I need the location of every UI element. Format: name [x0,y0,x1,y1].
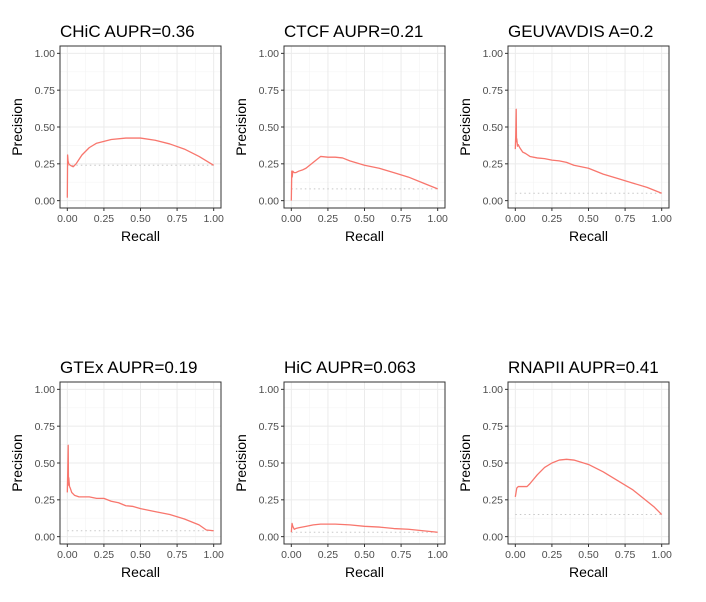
y-tick-label: 0.25 [259,495,280,507]
x-axis-label: Recall [345,228,384,244]
x-tick-label: 0.25 [318,549,339,561]
x-tick-label: 0.25 [318,213,339,225]
chart-title: CTCF AUPR=0.21 [284,22,423,41]
y-axis-label: Precision [457,98,473,156]
x-tick-label: 1.00 [203,213,224,225]
y-tick-label: 0.75 [35,85,56,97]
x-axis-label: Recall [121,564,160,580]
pr-curve-line [514,458,663,516]
x-tick-label: 0.25 [542,213,563,225]
x-tick-label: 0.00 [505,213,526,225]
x-tick-label: 1.00 [427,549,448,561]
y-tick-label: 0.50 [35,458,56,470]
y-tick-label: 0.25 [483,159,504,171]
y-tick-label: 1.00 [259,384,280,396]
x-tick-label: 0.00 [505,549,526,561]
y-axis-label: Precision [233,434,249,492]
pr-curve-line [66,137,215,198]
y-axis-label: Precision [9,98,25,156]
chart-panel-3: GEUVAVDIS A=0.2 0.00 0.25 0.50 0.75 1.00 0.00 0… [457,22,672,244]
y-tick-label: 0.75 [483,85,504,97]
x-tick-label: 0.75 [615,549,636,561]
x-tick-label: 1.00 [427,213,448,225]
chart-title: HiC AUPR=0.063 [284,358,416,377]
x-tick-label: 0.25 [94,549,115,561]
y-tick-label: 0.50 [483,122,504,134]
chart-panel-5: HiC AUPR=0.063 0.00 0.25 0.50 0.75 1.00 0.00 0.… [233,358,448,580]
x-tick-label: 0.00 [281,213,302,225]
y-tick-label: 0.00 [483,195,504,207]
x-tick-label: 1.00 [651,213,672,225]
x-tick-label: 0.50 [578,213,599,225]
x-tick-label: 0.50 [578,549,599,561]
x-tick-label: 0.50 [354,213,375,225]
y-axis-label: Precision [9,434,25,492]
x-tick-label: 0.75 [167,213,188,225]
chart-panel-1: CHiC AUPR=0.36 0.00 0.25 0.50 0.75 1.00 0.00 0.… [9,22,224,244]
y-tick-label: 0.75 [259,85,280,97]
x-tick-label: 0.25 [542,549,563,561]
y-axis-label: Precision [457,434,473,492]
x-tick-label: 0.75 [615,213,636,225]
x-axis-label: Recall [121,228,160,244]
chart-panel-4: GTEx AUPR=0.19 0.00 0.25 0.50 0.75 1.00 0.00 0.… [9,358,224,580]
y-tick-label: 1.00 [483,384,504,396]
x-tick-label: 0.75 [391,213,412,225]
chart-title: RNAPII AUPR=0.41 [508,358,659,377]
y-tick-label: 1.00 [35,48,56,60]
y-tick-label: 0.25 [259,159,280,171]
x-tick-label: 0.00 [57,549,78,561]
pr-curve-line [66,444,214,532]
y-tick-label: 0.50 [259,122,280,134]
y-tick-label: 0.75 [483,421,504,433]
y-tick-label: 0.75 [35,421,56,433]
x-axis-label: Recall [345,564,384,580]
pr-curve-line [290,155,438,201]
pr-curve-line [514,108,662,194]
y-tick-label: 0.25 [483,495,504,507]
y-tick-label: 0.00 [483,531,504,543]
y-tick-label: 0.50 [35,122,56,134]
x-tick-label: 1.00 [651,549,672,561]
y-tick-label: 1.00 [483,48,504,60]
y-tick-label: 0.00 [35,531,56,543]
chart-panel-6: RNAPII AUPR=0.41 0.00 0.25 0.50 0.75 1.00 0.00… [457,358,672,580]
y-tick-label: 0.00 [35,195,56,207]
y-tick-label: 0.75 [259,421,280,433]
y-tick-label: 0.50 [259,458,280,470]
y-tick-label: 1.00 [35,384,56,396]
y-axis-label: Precision [233,98,249,156]
y-tick-label: 0.00 [259,195,280,207]
x-tick-label: 0.75 [167,549,188,561]
x-tick-label: 0.75 [391,549,412,561]
x-axis-label: Recall [569,564,608,580]
y-tick-label: 0.25 [35,159,56,171]
x-tick-label: 0.25 [94,213,115,225]
x-tick-label: 0.50 [130,549,151,561]
y-tick-label: 0.50 [483,458,504,470]
chart-panel-2: CTCF AUPR=0.21 0.00 0.25 0.50 0.75 1.00 0.00 0.… [233,22,448,244]
y-tick-label: 0.25 [35,495,56,507]
chart-title: CHiC AUPR=0.36 [60,22,195,41]
pr-curve-line [290,522,438,533]
x-tick-label: 0.00 [57,213,78,225]
x-tick-label: 0.00 [281,549,302,561]
chart-title: GEUVAVDIS A=0.2 [508,22,653,41]
x-axis-label: Recall [569,228,608,244]
chart-title: GTEx AUPR=0.19 [60,358,197,377]
y-tick-label: 1.00 [259,48,280,60]
x-tick-label: 1.00 [203,549,224,561]
y-tick-label: 0.00 [259,531,280,543]
x-tick-label: 0.50 [130,213,151,225]
x-tick-label: 0.50 [354,549,375,561]
